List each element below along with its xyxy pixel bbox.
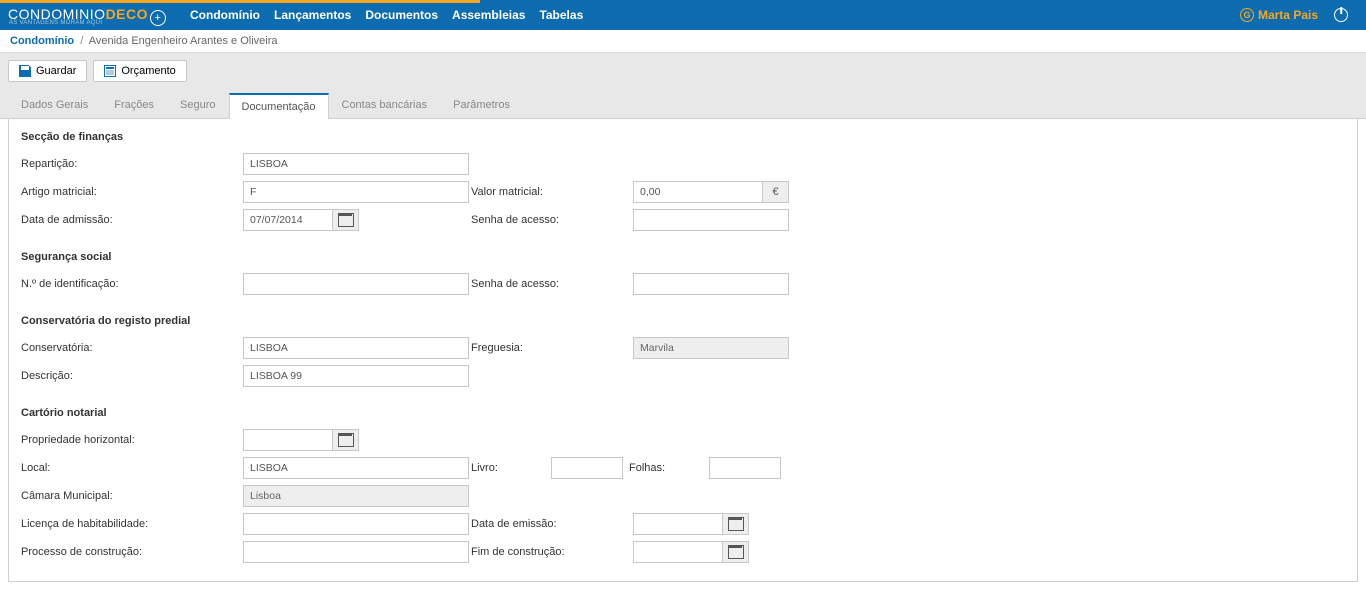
input-livro[interactable] bbox=[551, 457, 623, 479]
save-button[interactable]: Guardar bbox=[8, 60, 87, 82]
action-buttons: Guardar Orçamento bbox=[8, 60, 1358, 82]
label-ident-segsocial: N.º de identificação: bbox=[21, 278, 243, 290]
budget-icon bbox=[104, 65, 116, 77]
topbar: CONDOMINIODECO + AS VANTAGENS MORAM AQUI… bbox=[0, 0, 1366, 30]
input-artigo-matricial[interactable] bbox=[243, 181, 469, 203]
form-panel: Secção de finanças Repartição: Artigo ma… bbox=[8, 119, 1358, 582]
breadcrumb-current: Avenida Engenheiro Arantes e Oliveira bbox=[89, 35, 278, 47]
input-data-admissao[interactable] bbox=[243, 209, 333, 231]
label-livro: Livro: bbox=[471, 462, 551, 474]
save-icon bbox=[19, 65, 31, 77]
label-conservatoria: Conservatória: bbox=[21, 342, 243, 354]
row-processo: Processo de construção: Fim de construçã… bbox=[21, 539, 1345, 565]
label-data-emissao: Data de emissão: bbox=[471, 518, 633, 530]
input-data-emissao[interactable] bbox=[633, 513, 723, 535]
label-licenca: Licença de habitabilidade: bbox=[21, 518, 243, 530]
row-descricao: Descrição: bbox=[21, 363, 1345, 389]
section-conservatoria-title: Conservatória do registo predial bbox=[21, 315, 1345, 327]
nav-lancamentos[interactable]: Lançamentos bbox=[274, 8, 351, 22]
input-propriedade-horizontal[interactable] bbox=[243, 429, 333, 451]
user-name: Marta Pais bbox=[1258, 8, 1318, 22]
row-conservatoria: Conservatória: Freguesia: bbox=[21, 335, 1345, 361]
logo-tagline: AS VANTAGENS MORAM AQUI bbox=[9, 20, 102, 26]
save-button-label: Guardar bbox=[36, 65, 76, 77]
label-freguesia: Freguesia: bbox=[471, 342, 633, 354]
row-camara: Câmara Municipal: bbox=[21, 483, 1345, 509]
input-reparticao[interactable] bbox=[243, 153, 469, 175]
row-data-admissao: Data de admissão: Senha de acesso: bbox=[21, 207, 1345, 233]
label-senha-financas: Senha de acesso: bbox=[471, 214, 633, 226]
calendar-icon[interactable] bbox=[333, 429, 359, 451]
input-camara bbox=[243, 485, 469, 507]
label-fim-construcao: Fim de construção: bbox=[471, 546, 633, 558]
tab-fracoes[interactable]: Frações bbox=[101, 92, 167, 118]
input-valor-matricial[interactable] bbox=[633, 181, 763, 203]
logout-icon[interactable] bbox=[1334, 8, 1348, 22]
row-licenca: Licença de habitabilidade: Data de emiss… bbox=[21, 511, 1345, 537]
label-processo: Processo de construção: bbox=[21, 546, 243, 558]
label-folhas: Folhas: bbox=[629, 462, 709, 474]
budget-button-label: Orçamento bbox=[121, 65, 175, 77]
calendar-icon[interactable] bbox=[723, 541, 749, 563]
currency-addon: € bbox=[763, 181, 789, 203]
input-conservatoria[interactable] bbox=[243, 337, 469, 359]
user-menu[interactable]: G Marta Pais bbox=[1240, 8, 1318, 22]
section-cartorio-title: Cartório notarial bbox=[21, 407, 1345, 419]
label-descricao: Descrição: bbox=[21, 370, 243, 382]
label-camara: Câmara Municipal: bbox=[21, 490, 243, 502]
input-processo[interactable] bbox=[243, 541, 469, 563]
row-ident-segsocial: N.º de identificação: Senha de acesso: bbox=[21, 271, 1345, 297]
input-local[interactable] bbox=[243, 457, 469, 479]
section-financas-title: Secção de finanças bbox=[21, 131, 1345, 143]
label-artigo-matricial: Artigo matricial: bbox=[21, 186, 243, 198]
tab-documentacao[interactable]: Documentação bbox=[229, 93, 329, 119]
topbar-right: G Marta Pais bbox=[1240, 8, 1366, 22]
row-artigo-matricial: Artigo matricial: Valor matricial: € bbox=[21, 179, 1345, 205]
tab-parametros[interactable]: Parâmetros bbox=[440, 92, 523, 118]
breadcrumb: Condomínio / Avenida Engenheiro Arantes … bbox=[0, 30, 1366, 53]
label-propriedade-horizontal: Propriedade horizontal: bbox=[21, 434, 243, 446]
label-valor-matricial: Valor matricial: bbox=[471, 186, 633, 198]
label-reparticao: Repartição: bbox=[21, 158, 243, 170]
breadcrumb-root[interactable]: Condomínio bbox=[10, 35, 74, 47]
calendar-icon[interactable] bbox=[723, 513, 749, 535]
row-reparticao: Repartição: bbox=[21, 151, 1345, 177]
user-icon: G bbox=[1240, 8, 1254, 22]
nav-condominio[interactable]: Condomínio bbox=[190, 8, 260, 22]
budget-button[interactable]: Orçamento bbox=[93, 60, 186, 82]
logo-plus-icon: + bbox=[150, 10, 166, 26]
input-ident-segsocial[interactable] bbox=[243, 273, 469, 295]
actionbar: Guardar Orçamento Dados Gerais Frações S… bbox=[0, 53, 1366, 119]
input-fim-construcao[interactable] bbox=[633, 541, 723, 563]
main-nav: Condomínio Lançamentos Documentos Assemb… bbox=[190, 8, 583, 22]
logo[interactable]: CONDOMINIODECO + AS VANTAGENS MORAM AQUI bbox=[0, 6, 176, 24]
breadcrumb-sep: / bbox=[80, 35, 83, 47]
subtabs: Dados Gerais Frações Seguro Documentação… bbox=[8, 92, 1358, 118]
section-segsocial-title: Segurança social bbox=[21, 251, 1345, 263]
input-folhas[interactable] bbox=[709, 457, 781, 479]
input-senha-segsocial[interactable] bbox=[633, 273, 789, 295]
tab-dados-gerais[interactable]: Dados Gerais bbox=[8, 92, 101, 118]
label-local: Local: bbox=[21, 462, 243, 474]
nav-tabelas[interactable]: Tabelas bbox=[539, 8, 583, 22]
nav-documentos[interactable]: Documentos bbox=[365, 8, 438, 22]
topbar-accent bbox=[0, 0, 480, 3]
calendar-icon[interactable] bbox=[333, 209, 359, 231]
tab-seguro[interactable]: Seguro bbox=[167, 92, 228, 118]
input-licenca[interactable] bbox=[243, 513, 469, 535]
input-senha-financas[interactable] bbox=[633, 209, 789, 231]
input-descricao[interactable] bbox=[243, 365, 469, 387]
tab-contas-bancarias[interactable]: Contas bancárias bbox=[329, 92, 441, 118]
input-freguesia bbox=[633, 337, 789, 359]
label-data-admissao: Data de admissão: bbox=[21, 214, 243, 226]
label-senha-segsocial: Senha de acesso: bbox=[471, 278, 633, 290]
row-propriedade-horizontal: Propriedade horizontal: bbox=[21, 427, 1345, 453]
nav-assembleias[interactable]: Assembleias bbox=[452, 8, 525, 22]
logo-deco: DECO bbox=[106, 6, 148, 22]
row-local: Local: Livro: Folhas: bbox=[21, 455, 1345, 481]
